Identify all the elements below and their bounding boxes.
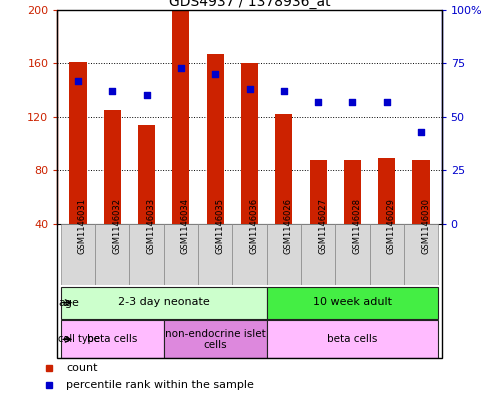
Point xyxy=(383,99,391,105)
Bar xyxy=(207,54,224,224)
Bar xyxy=(138,125,155,224)
Point xyxy=(246,86,253,92)
Bar xyxy=(413,160,430,224)
Point xyxy=(348,99,356,105)
Text: GSM1146026: GSM1146026 xyxy=(284,198,293,254)
Text: GSM1146034: GSM1146034 xyxy=(181,198,190,254)
Point xyxy=(417,129,425,135)
Bar xyxy=(266,320,438,358)
Text: age: age xyxy=(58,298,79,308)
Text: GSM1146028: GSM1146028 xyxy=(352,198,361,254)
Bar xyxy=(233,224,266,285)
Text: beta cells: beta cells xyxy=(87,334,137,344)
Bar xyxy=(335,224,370,285)
Text: 10 week adult: 10 week adult xyxy=(313,297,392,307)
Text: GSM1146036: GSM1146036 xyxy=(250,198,258,254)
Bar xyxy=(275,114,292,224)
Bar xyxy=(172,11,190,224)
Text: GSM1146031: GSM1146031 xyxy=(78,198,87,254)
Bar xyxy=(61,287,266,318)
Point xyxy=(211,71,219,77)
Point xyxy=(280,88,288,94)
Bar xyxy=(309,160,327,224)
Bar xyxy=(370,224,404,285)
Bar xyxy=(241,63,258,224)
Text: GSM1146030: GSM1146030 xyxy=(421,198,430,254)
Bar xyxy=(404,224,438,285)
Bar xyxy=(104,110,121,224)
Point xyxy=(108,88,116,94)
Point xyxy=(177,64,185,71)
Bar xyxy=(344,160,361,224)
Bar xyxy=(164,320,266,358)
Text: GSM1146029: GSM1146029 xyxy=(387,198,396,254)
Point xyxy=(74,77,82,84)
Bar xyxy=(164,224,198,285)
Bar xyxy=(69,62,86,224)
Bar xyxy=(266,287,438,318)
Text: GSM1146033: GSM1146033 xyxy=(147,198,156,254)
Bar xyxy=(301,224,335,285)
Text: non-endocrine islet
cells: non-endocrine islet cells xyxy=(165,329,265,350)
Bar xyxy=(95,224,129,285)
Title: GDS4937 / 1378936_at: GDS4937 / 1378936_at xyxy=(169,0,330,9)
Bar xyxy=(61,320,164,358)
Bar xyxy=(378,158,395,224)
Bar xyxy=(266,224,301,285)
Text: count: count xyxy=(66,363,98,373)
Text: beta cells: beta cells xyxy=(327,334,378,344)
Bar xyxy=(129,224,164,285)
Point xyxy=(143,92,151,99)
Text: GSM1146027: GSM1146027 xyxy=(318,198,327,254)
Text: percentile rank within the sample: percentile rank within the sample xyxy=(66,380,254,390)
Point xyxy=(314,99,322,105)
Bar xyxy=(198,224,233,285)
Text: GSM1146032: GSM1146032 xyxy=(112,198,121,254)
Text: GSM1146035: GSM1146035 xyxy=(215,198,224,254)
Bar xyxy=(61,224,95,285)
Text: cell type: cell type xyxy=(58,334,100,344)
Text: 2-3 day neonate: 2-3 day neonate xyxy=(118,297,210,307)
